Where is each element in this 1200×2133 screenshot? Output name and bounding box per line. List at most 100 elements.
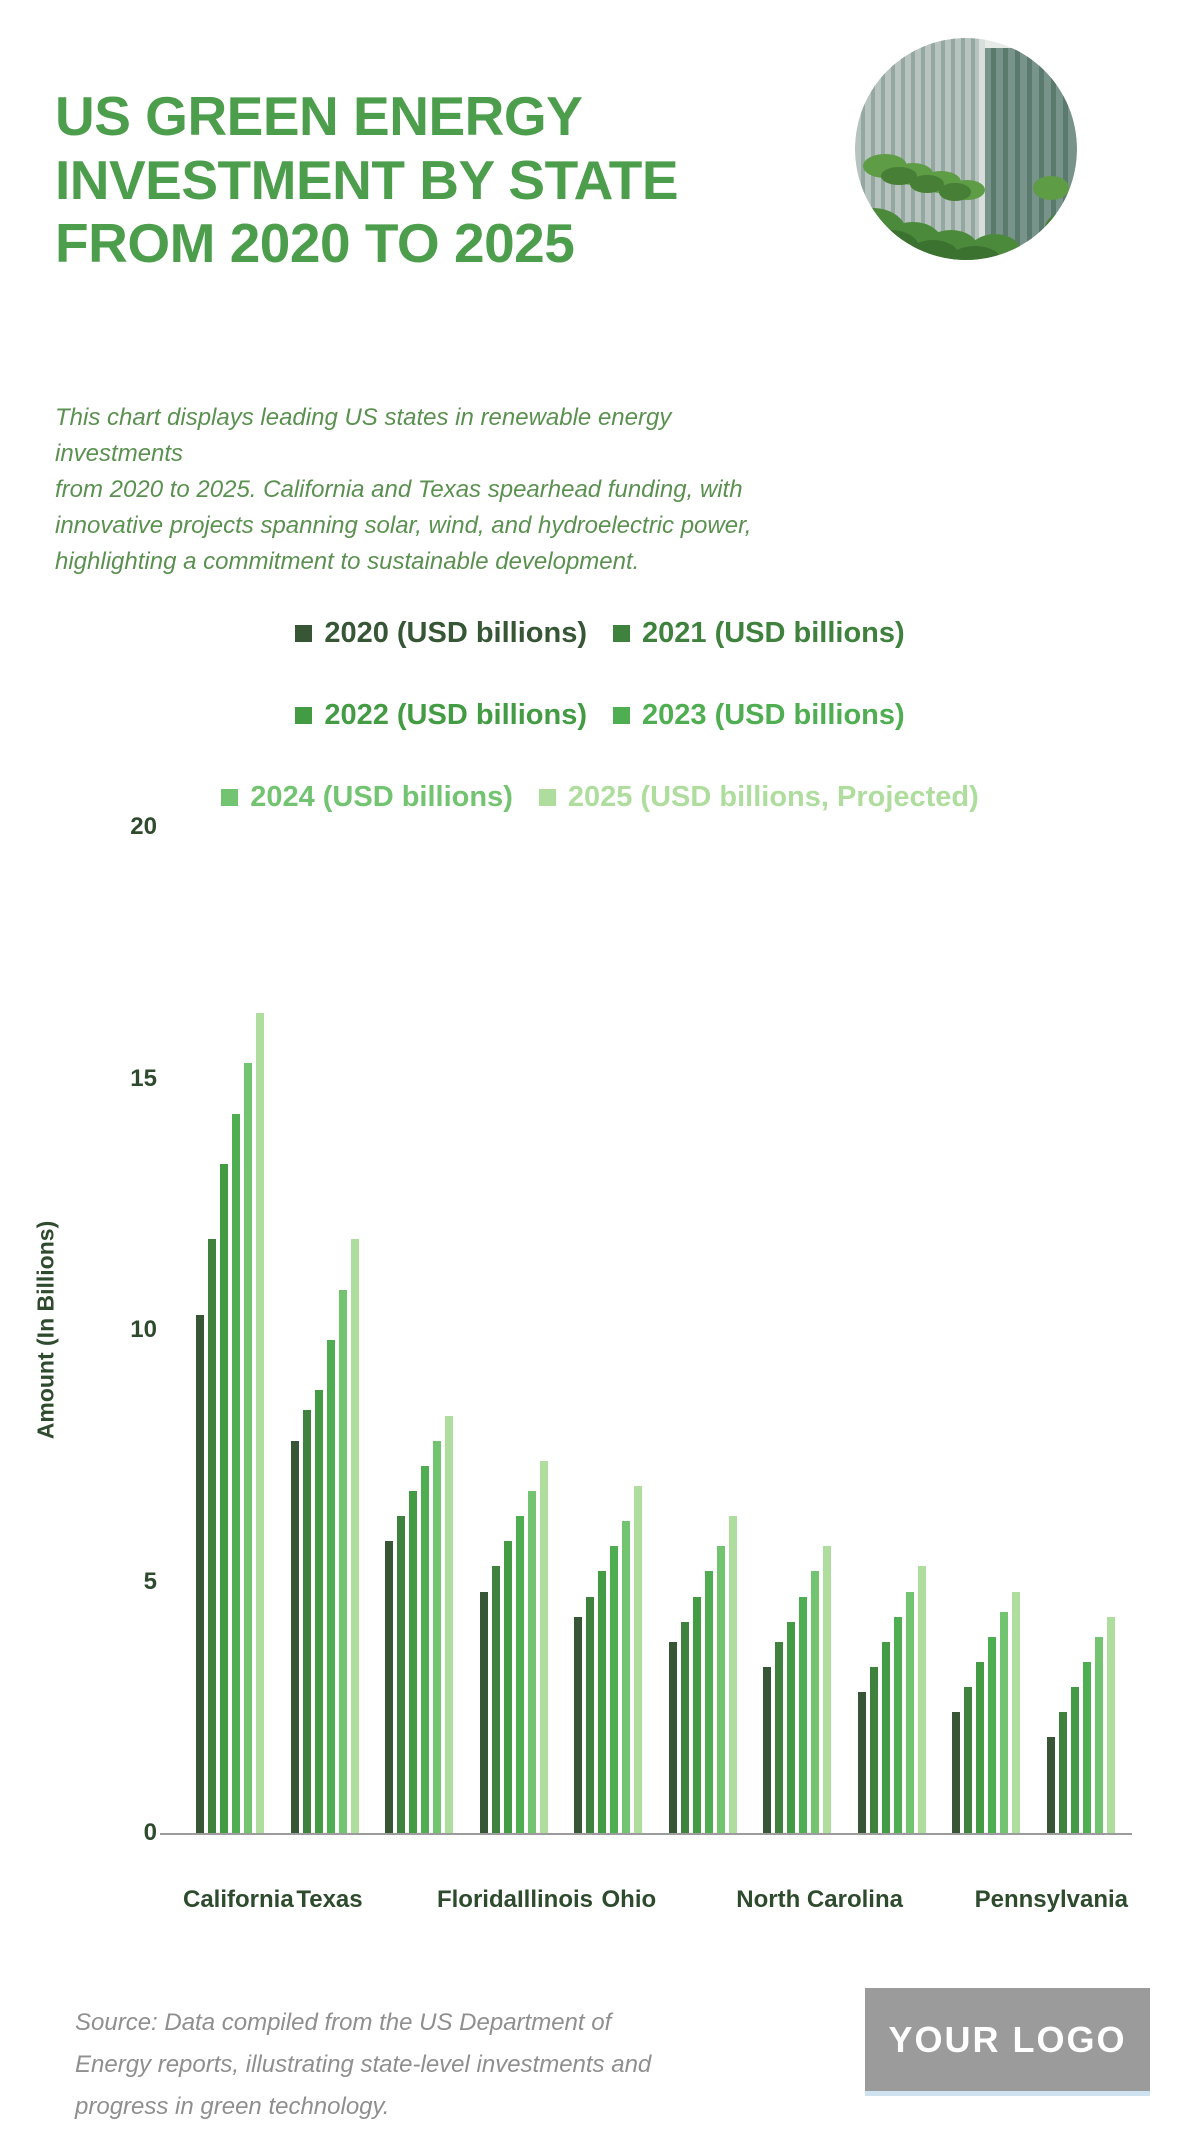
bar: [799, 1596, 808, 1833]
bar: [515, 1516, 524, 1833]
bar: [1094, 1636, 1103, 1833]
x-axis-label: Pennsylvania: [974, 1886, 1129, 1913]
bar: [433, 1440, 442, 1833]
legend-label: 2021 (USD billions): [642, 616, 905, 649]
bar: [881, 1641, 890, 1833]
bar: [988, 1636, 997, 1833]
bar: [421, 1465, 430, 1833]
bar-group: [372, 827, 467, 1833]
legend-swatch-icon: [295, 706, 313, 724]
legend-label: 2025 (USD billions, Projected): [567, 780, 979, 813]
bar: [539, 1460, 548, 1833]
bar: [728, 1516, 737, 1833]
x-axis-label: [903, 1886, 975, 1914]
bar: [680, 1621, 689, 1833]
bar: [208, 1239, 217, 1833]
bar: [787, 1621, 796, 1833]
bar-group: [183, 827, 278, 1833]
x-axis-line: [160, 1833, 1132, 1835]
x-axis-label: [665, 1886, 737, 1914]
y-tick-label: 5: [143, 1567, 157, 1595]
bar: [857, 1692, 866, 1833]
y-tick-label: 10: [130, 1316, 157, 1343]
bar: [445, 1415, 454, 1833]
bar: [704, 1571, 713, 1833]
bar: [244, 1063, 253, 1833]
bar-group: [939, 827, 1034, 1833]
bar: [668, 1641, 677, 1833]
bar-group: [278, 827, 373, 1833]
bar: [905, 1591, 914, 1833]
chart-legend: 2020 (USD billions) 2021 (USD billions) 20…: [80, 592, 1120, 838]
legend-label: 2023 (USD billions): [642, 698, 905, 731]
bar: [716, 1546, 725, 1833]
x-axis-label: California: [183, 1886, 294, 1913]
legend-item: 2020 (USD billions): [295, 617, 587, 650]
bar-group: [1034, 827, 1129, 1833]
bar: [811, 1571, 820, 1833]
legend-label: 2024 (USD billions): [250, 780, 513, 813]
legend-label: 2022 (USD billions): [324, 698, 587, 731]
bar: [917, 1566, 926, 1833]
x-axis-label: Florida: [436, 1886, 517, 1913]
logo-text: YOUR LOGO: [888, 2018, 1127, 2060]
bar: [338, 1289, 347, 1833]
bar: [775, 1641, 784, 1833]
logo-placeholder: YOUR LOGO: [865, 1988, 1150, 2096]
bar: [232, 1113, 241, 1833]
bar: [634, 1485, 643, 1833]
bar-group: [845, 827, 940, 1833]
bar: [256, 1013, 265, 1833]
x-axis-label: Ohio: [601, 1886, 657, 1913]
legend-swatch-icon: [221, 788, 239, 806]
legend-item: 2021 (USD billions): [613, 617, 905, 650]
legend-swatch-icon: [538, 788, 556, 806]
bar: [409, 1490, 418, 1833]
bar-chart-plot: [183, 827, 1128, 1833]
bar: [220, 1164, 229, 1833]
legend-swatch-icon: [613, 624, 630, 642]
legend-row: 2024 (USD billions) 2025 (USD billions, P…: [80, 756, 1120, 838]
x-axis-label: North Carolina: [736, 1886, 903, 1913]
x-axis-label: Illinois: [516, 1886, 593, 1913]
y-tick-label: 0: [143, 1819, 157, 1846]
green-building-illustration: [855, 38, 1077, 260]
bar: [1106, 1616, 1115, 1833]
bar: [1070, 1687, 1079, 1833]
x-axis-label: [365, 1886, 437, 1914]
bar: [586, 1596, 595, 1833]
x-axis-labels: California Texas Florida Illinois Ohio North …: [183, 1886, 1128, 1914]
y-tick-label: 20: [130, 813, 157, 840]
bar-group: [561, 827, 656, 1833]
bar: [350, 1239, 359, 1833]
legend-item: 2024 (USD billions): [221, 781, 513, 814]
bar: [503, 1541, 512, 1833]
legend-item: 2023 (USD billions): [613, 699, 905, 732]
bar: [823, 1546, 832, 1833]
bar: [527, 1490, 536, 1833]
bar: [1082, 1661, 1091, 1833]
legend-row: 2022 (USD billions) 2023 (USD billions): [80, 674, 1120, 756]
bar: [574, 1616, 583, 1833]
bar: [1046, 1737, 1055, 1833]
bar: [598, 1571, 607, 1833]
bar: [290, 1440, 299, 1833]
page-title: US GREEN ENERGY INVESTMENT BY STATE FROM…: [55, 84, 679, 275]
y-axis-title: Amount (In Billions): [32, 1220, 59, 1440]
bar: [622, 1521, 631, 1833]
bar: [302, 1410, 311, 1833]
bar: [692, 1596, 701, 1833]
bar: [326, 1340, 335, 1833]
bar: [893, 1616, 902, 1833]
source-note: Source: Data compiled from the US Depart…: [75, 2009, 652, 2120]
bar: [1058, 1712, 1067, 1833]
bar: [964, 1687, 973, 1833]
bar: [314, 1390, 323, 1833]
bar: [479, 1591, 488, 1833]
bar-group: [656, 827, 751, 1833]
bar: [491, 1566, 500, 1833]
bar: [385, 1541, 394, 1833]
legend-swatch-icon: [295, 624, 313, 642]
bar: [763, 1667, 772, 1833]
bar: [976, 1661, 985, 1833]
